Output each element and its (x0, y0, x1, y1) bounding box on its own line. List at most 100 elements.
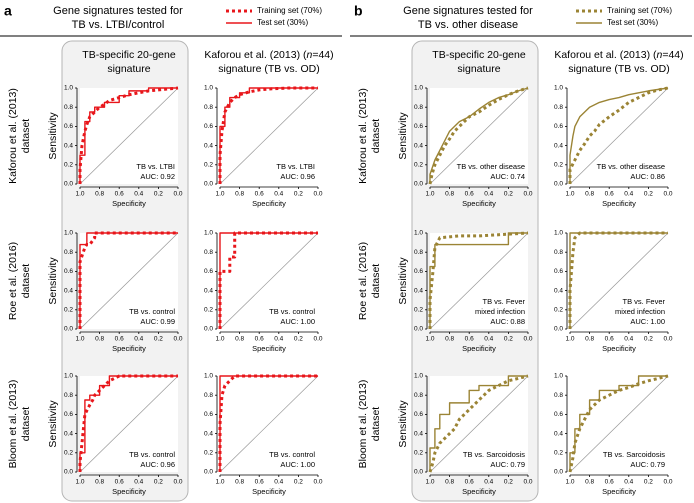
y-tick-label: 0.6 (204, 123, 213, 130)
annotation: mixed infection (615, 307, 665, 316)
x-tick-label: 0.8 (235, 336, 244, 343)
test-curve (79, 232, 178, 329)
y-tick-label: 1.0 (204, 85, 213, 92)
annotation: TB vs. control (269, 450, 315, 459)
y-tick-label: 1.0 (64, 85, 73, 92)
x-tick-label: 0.8 (585, 336, 594, 343)
x-tick-label: 0.0 (523, 191, 532, 198)
chance-line (569, 87, 669, 185)
annotation: AUC: 0.86 (630, 172, 665, 181)
heading-part: n (306, 49, 312, 61)
y-tick-label: 0.8 (204, 104, 213, 111)
x-tick-label: 0.4 (274, 479, 283, 486)
test-curve (569, 87, 669, 184)
y-tick-label: 1.0 (204, 230, 213, 237)
y-tick-label: 0.0 (204, 181, 213, 188)
annotation: TB vs. control (269, 307, 315, 316)
x-tick-label: 0.0 (313, 191, 322, 198)
test-curve (429, 232, 528, 329)
column-heading: Kaforou et al. (2013) (n=44) (554, 49, 683, 61)
x-tick-label: 0.2 (294, 336, 303, 343)
x-tick-label: 0.6 (115, 336, 124, 343)
x-tick-label: 0.4 (134, 479, 143, 486)
y-tick-label: 0.8 (204, 392, 213, 399)
x-tick-label: 1.0 (425, 191, 434, 198)
row-label: Roe et al. (2016) (357, 242, 369, 320)
panel-title: Gene signatures tested for (403, 5, 533, 17)
y-tick-label: 0.2 (414, 162, 423, 169)
y-tick-label: 1.0 (414, 230, 423, 237)
y-tick-label: 1.0 (64, 230, 73, 237)
x-tick-label: 0.6 (605, 479, 614, 486)
test-curve (429, 375, 528, 472)
x-axis-label: Specificity (112, 199, 146, 208)
x-tick-label: 0.8 (95, 479, 104, 486)
y-tick-label: 0.0 (414, 469, 423, 476)
y-tick-label: 0.6 (64, 268, 73, 275)
x-tick-label: 0.2 (154, 191, 163, 198)
y-axis-label: Sensitivity (47, 112, 59, 160)
x-tick-label: 1.0 (75, 191, 84, 198)
panel-title: TB vs. LTBI/control (72, 19, 165, 31)
x-tick-label: 0.2 (644, 479, 653, 486)
x-tick-label: 0.8 (445, 479, 454, 486)
column-heading: signature (107, 63, 150, 75)
y-tick-label: 0.2 (64, 307, 73, 314)
y-tick-label: 0.2 (554, 162, 563, 169)
x-tick-label: 0.2 (294, 191, 303, 198)
x-tick-label: 0.6 (465, 191, 474, 198)
heading-part: Kaforou et al. (2013) ( (554, 49, 657, 61)
x-tick-label: 0.6 (465, 479, 474, 486)
x-tick-label: 0.0 (313, 336, 322, 343)
y-tick-label: 1.0 (554, 85, 563, 92)
test-curve (569, 232, 668, 329)
training-curve (428, 374, 529, 473)
chance-line (79, 375, 179, 473)
x-tick-label: 1.0 (425, 336, 434, 343)
y-tick-label: 0.2 (64, 450, 73, 457)
y-tick-label: 0.6 (204, 411, 213, 418)
x-tick-label: 0.6 (465, 336, 474, 343)
x-tick-label: 0.4 (624, 479, 633, 486)
annotation: AUC: 0.74 (490, 172, 525, 181)
x-tick-label: 1.0 (565, 336, 574, 343)
column-heading: TB-specific 20-gene (82, 49, 176, 61)
x-tick-label: 0.6 (605, 336, 614, 343)
chance-line (429, 232, 529, 330)
x-tick-label: 0.0 (663, 191, 672, 198)
y-tick-label: 0.0 (64, 181, 73, 188)
annotation: TB vs. Sarcoidosis (463, 450, 525, 459)
y-tick-label: 0.4 (204, 287, 213, 294)
y-tick-label: 1.0 (554, 373, 563, 380)
heading-part: signature (TB vs. OD) (568, 63, 670, 75)
row-label: Kaforou et al. (2013) (357, 88, 369, 184)
annotation: AUC: 0.79 (490, 460, 525, 469)
legend-label: Training set (70%) (607, 6, 672, 15)
training-curve (428, 231, 529, 329)
y-tick-label: 0.8 (554, 249, 563, 256)
chance-line (429, 87, 529, 185)
column-heading: signature (TB vs. OD) (218, 63, 320, 75)
x-axis-label: Specificity (602, 344, 636, 353)
y-axis-label: Sensitivity (47, 400, 59, 448)
annotation: AUC: 1.00 (280, 460, 315, 469)
annotation: TB vs. Sarcoidosis (603, 450, 665, 459)
x-axis-label: Specificity (462, 199, 496, 208)
y-tick-label: 0.4 (64, 430, 73, 437)
test-curve (79, 375, 178, 472)
y-tick-label: 0.8 (414, 104, 423, 111)
x-axis-label: Specificity (112, 344, 146, 353)
x-tick-label: 1.0 (565, 479, 574, 486)
x-tick-label: 0.8 (445, 336, 454, 343)
y-tick-label: 0.6 (64, 123, 73, 130)
row-label: dataset (370, 264, 382, 299)
x-tick-label: 0.0 (173, 336, 182, 343)
x-tick-label: 0.2 (644, 336, 653, 343)
x-tick-label: 1.0 (75, 336, 84, 343)
chance-line (79, 232, 179, 330)
x-tick-label: 1.0 (215, 336, 224, 343)
y-tick-label: 0.0 (554, 326, 563, 333)
annotation: TB vs. Fever (622, 297, 665, 306)
x-tick-label: 1.0 (75, 479, 84, 486)
y-tick-label: 0.6 (414, 268, 423, 275)
